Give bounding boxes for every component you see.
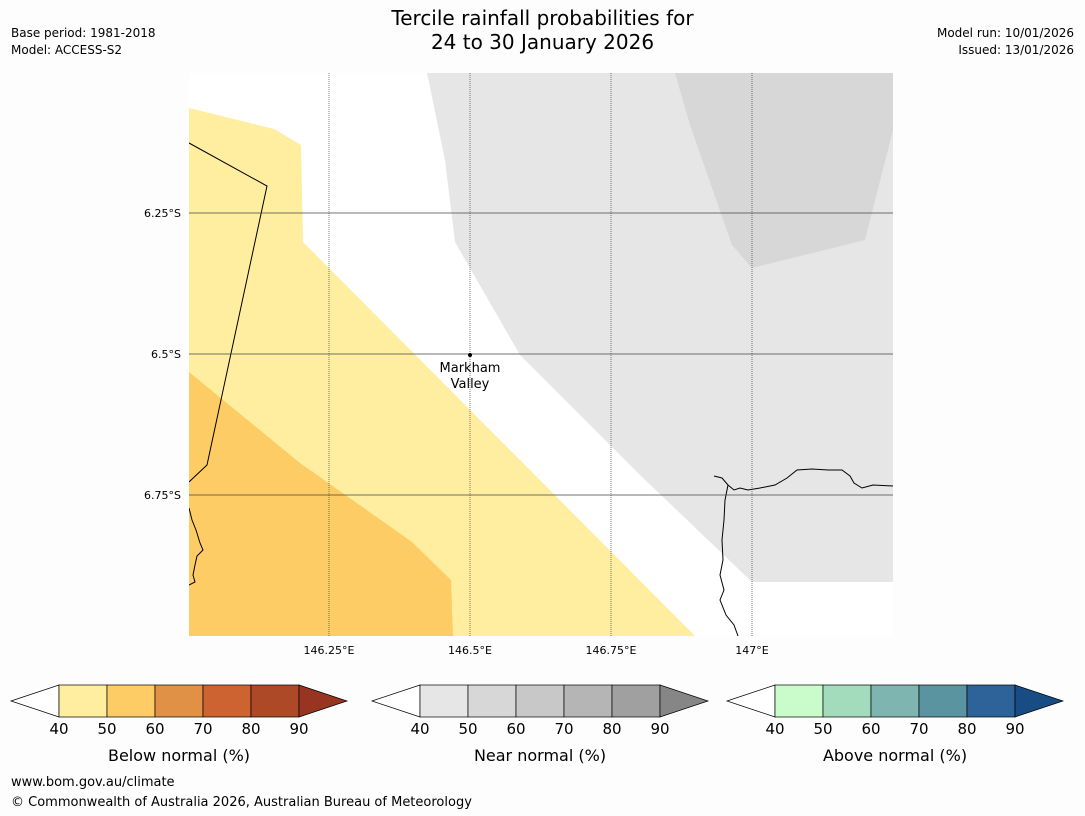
legend-triangle-high [298, 684, 349, 718]
near-normal-50-60-region [675, 73, 893, 268]
legend-triangle-high [1014, 684, 1065, 718]
legend-swatch [611, 684, 661, 718]
chart-title: Tercile rainfall probabilities for 24 to… [0, 6, 1085, 54]
legend-swatch [106, 684, 156, 718]
legend-swatch [870, 684, 920, 718]
legend-above-normal: 40 50 60 70 80 90 Above normal (%) [725, 684, 1065, 765]
legend-title: Near normal (%) [474, 746, 606, 765]
graticule [189, 73, 893, 636]
legend-title: Above normal (%) [823, 746, 967, 765]
legend-tick-label: 90 [1005, 720, 1024, 738]
map-area: Markham Valley [189, 73, 893, 636]
legend-triangle-low [370, 684, 421, 718]
lon-label: 147°E [735, 644, 768, 657]
legend-swatch [918, 684, 968, 718]
coastline-east [713, 468, 893, 491]
footer-copyright: © Commonwealth of Australia 2026, Austra… [11, 795, 472, 810]
legend-triangle-high [659, 684, 710, 718]
model-name: Model: ACCESS-S2 [11, 43, 123, 57]
meta-right: Model run: 10/01/2026 Issued: 13/01/2026 [937, 25, 1074, 59]
legend-tick-label: 50 [97, 720, 116, 738]
legend-below-normal: 40 50 60 70 80 90 Below normal (%) [9, 684, 349, 765]
legend-tick-label: 70 [554, 720, 573, 738]
legend-tick-label: 40 [49, 720, 68, 738]
legend-tick-label: 40 [410, 720, 429, 738]
below-normal-50-60-region [189, 372, 453, 636]
footer-website: www.bom.gov.au/climate [11, 775, 175, 790]
meta-left: Base period: 1981-2018 Model: ACCESS-S2 [11, 25, 156, 59]
legend-tick-label: 70 [909, 720, 928, 738]
legend-swatch [966, 684, 1016, 718]
legend-tick-label: 80 [241, 720, 260, 738]
legend-swatch [563, 684, 613, 718]
legend-swatch [515, 684, 565, 718]
lon-label: 146.5°E [448, 644, 492, 657]
model-run: Model run: 10/01/2026 [936, 26, 1074, 40]
lat-label: 6.75°S [144, 489, 181, 502]
legend-swatch [419, 684, 469, 718]
legend-swatch [58, 684, 108, 718]
lon-label: 146.25°E [304, 644, 355, 657]
border-line [189, 142, 268, 483]
legend-tick-label: 70 [193, 720, 212, 738]
legend-tick-label: 60 [145, 720, 164, 738]
legend-tick-label: 80 [957, 720, 976, 738]
legend-near-normal: 40 50 60 70 80 90 Near normal (%) [370, 684, 710, 765]
legend-swatch [202, 684, 252, 718]
issued-date: Issued: 13/01/2026 [958, 43, 1074, 57]
legend-tick-label: 50 [458, 720, 477, 738]
legend-swatch [467, 684, 517, 718]
legend-title: Below normal (%) [108, 746, 250, 765]
title-line-1: Tercile rainfall probabilities for [391, 6, 694, 30]
title-line-2: 24 to 30 January 2026 [430, 30, 655, 54]
lat-label: 6.5°S [151, 348, 181, 361]
legend-tick-label: 60 [506, 720, 525, 738]
legend-tick-label: 90 [289, 720, 308, 738]
lat-label: 6.25°S [144, 207, 181, 220]
legend-triangle-low [725, 684, 776, 718]
place-name-line-2: Valley [451, 377, 490, 392]
place-marker [468, 353, 472, 357]
legend-tick-label: 80 [602, 720, 621, 738]
river-line [719, 484, 739, 636]
legend-swatch [822, 684, 872, 718]
lon-label: 146.75°E [586, 644, 637, 657]
legend-swatch [250, 684, 300, 718]
legend-triangle-low [9, 684, 60, 718]
legend-swatch [774, 684, 824, 718]
legend-tick-label: 40 [765, 720, 784, 738]
legend-tick-label: 50 [813, 720, 832, 738]
base-period: Base period: 1981-2018 [11, 26, 156, 40]
legend-tick-label: 90 [650, 720, 669, 738]
coastline-west [189, 507, 204, 586]
place-name-line-1: Markham [440, 361, 501, 376]
legend-swatch [154, 684, 204, 718]
legend-tick-label: 60 [861, 720, 880, 738]
